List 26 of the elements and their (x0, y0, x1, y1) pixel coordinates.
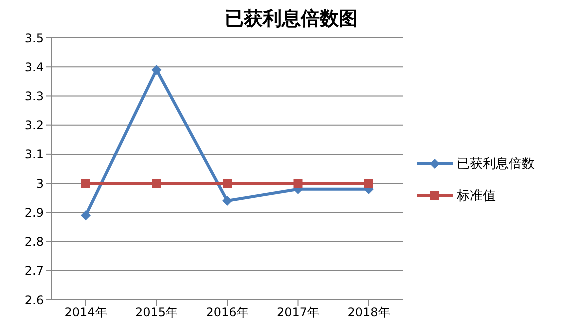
y-tick-label: 3.2 (24, 118, 44, 133)
x-tick-label: 2017年 (276, 306, 320, 320)
point (364, 179, 374, 188)
point (294, 179, 303, 188)
x-tick-label: 2018年 (348, 306, 390, 320)
point (222, 196, 232, 206)
x-tick-label: 2016年 (206, 306, 249, 320)
legend-label: 已获利息倍数 (457, 156, 535, 173)
y-tick-label: 2.9 (24, 206, 44, 220)
x-tick-label: 2014年 (64, 306, 108, 320)
y-tick-label: 3.5 (24, 31, 44, 46)
point (81, 210, 91, 221)
y-tick-label: 3.1 (24, 148, 44, 162)
point (82, 179, 90, 188)
x-tick-label: 2015年 (135, 306, 178, 320)
y-tick-label: 3.4 (24, 60, 44, 74)
point (152, 179, 162, 188)
legend-label: 标准值 (457, 188, 496, 205)
y-tick-label: 3 (36, 176, 44, 191)
y-tick-label: 2.7 (24, 264, 44, 278)
chart-title: 已获利息倍数图 (224, 7, 359, 32)
point (152, 65, 162, 76)
point (223, 179, 232, 188)
y-tick-label: 2.8 (24, 235, 44, 250)
y-tick-label: 2.6 (24, 293, 44, 308)
y-tick-label: 3.3 (24, 89, 44, 104)
